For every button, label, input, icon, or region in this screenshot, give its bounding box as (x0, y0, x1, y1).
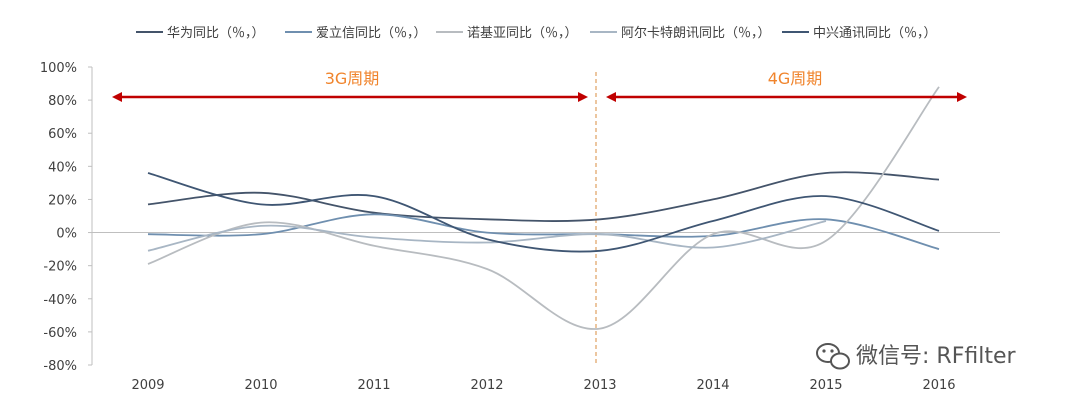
y-tick-label: -40% (43, 293, 77, 308)
y-tick-label: -80% (43, 359, 77, 374)
x-tick-label: 2013 (583, 378, 616, 393)
y-tick-label: 0% (56, 227, 77, 242)
series-line-4 (147, 220, 827, 252)
legend-label: 阿尔卡特朗讯同比（％，） (621, 26, 771, 41)
period-label: 3G周期 (325, 69, 380, 88)
series-line-1 (147, 171, 940, 222)
series-line-5 (147, 172, 940, 253)
legend-item: 中兴通讯同比（％，） (782, 26, 937, 41)
x-tick-label: 2009 (131, 378, 164, 393)
legend-label: 爱立信同比（％，） (316, 26, 427, 41)
x-tick-label: 2010 (244, 378, 277, 393)
x-tick-label: 2011 (357, 378, 390, 393)
y-tick-label: 20% (48, 193, 77, 208)
x-tick-label: 2016 (922, 378, 955, 393)
legend-label: 诺基亚同比（％，） (467, 26, 578, 41)
period-annotations: 3G周期 4G周期 (112, 69, 967, 102)
y-tick-label: 60% (48, 127, 77, 142)
watermark-text: 微信号: RFfilter (856, 344, 1016, 369)
y-tick-label: 80% (48, 94, 77, 109)
x-tick-label: 2014 (696, 378, 729, 393)
x-tick-label: 2015 (809, 378, 842, 393)
chart-legend: 华为同比（％，） 爱立信同比（％，） 诺基亚同比（％，） 阿尔卡特朗讯同比（％，） 中兴… (136, 26, 937, 41)
series-line-2 (147, 213, 940, 250)
x-tick-label: 2012 (470, 378, 503, 393)
x-axis: 2009 2010 2011 2012 2013 2014 2015 2016 (92, 232, 1000, 393)
y-axis: 100% 80% 60% 40% 20% 0% -20% -40% -60% -80% (40, 61, 93, 374)
watermark: 微信号: RFfilter (816, 343, 1016, 370)
series-line-3 (147, 86, 940, 330)
wechat-icon (816, 343, 850, 370)
legend-item: 诺基亚同比（％，） (436, 26, 578, 41)
y-tick-label: 40% (48, 160, 77, 175)
period-label: 4G周期 (768, 69, 823, 88)
legend-item: 爱立信同比（％，） (285, 26, 427, 41)
y-tick-label: -20% (43, 260, 77, 275)
series-lines (147, 86, 940, 330)
y-tick-label: -60% (43, 326, 77, 341)
legend-label: 华为同比（％，） (167, 26, 265, 41)
legend-label: 中兴通讯同比（％，） (813, 26, 937, 41)
legend-item: 华为同比（％，） (136, 26, 265, 41)
legend-item: 阿尔卡特朗讯同比（％，） (590, 26, 771, 41)
y-tick-label: 100% (40, 61, 77, 76)
